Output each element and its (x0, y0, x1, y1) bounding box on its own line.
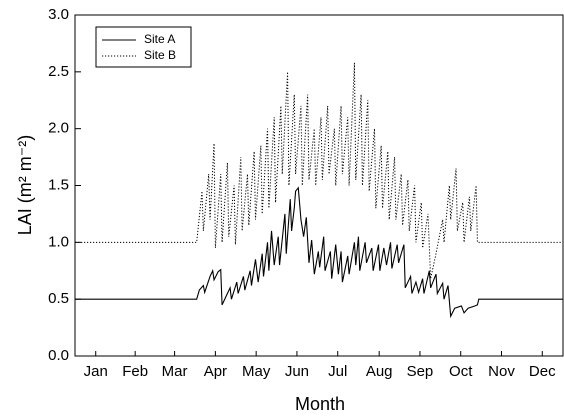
legend-box (95, 26, 192, 68)
y-tick-label: 3.0 (48, 6, 69, 23)
x-tick-label: Jun (285, 363, 309, 380)
x-tick-label: Jul (328, 363, 347, 380)
x-tick-label: May (242, 363, 271, 380)
series-line (75, 186, 563, 319)
y-axis-label: LAI (m² m⁻²) (15, 135, 35, 236)
y-tick-label: 1.5 (48, 176, 69, 193)
y-tick-label: 0.5 (48, 290, 69, 307)
x-tick-label: Aug (366, 363, 393, 380)
x-tick-label: Feb (122, 363, 148, 380)
x-tick-label: Nov (488, 363, 515, 380)
x-tick-label: Jan (84, 363, 108, 380)
x-tick-label: Sep (407, 363, 434, 380)
x-tick-label: Apr (204, 363, 227, 380)
y-tick-label: 0.0 (48, 347, 69, 364)
x-axis-label: Month (295, 394, 345, 414)
legend-label: Site A (144, 32, 175, 46)
x-tick-label: Mar (162, 363, 188, 380)
y-tick-label: 2.5 (48, 63, 69, 80)
x-tick-label: Oct (449, 363, 473, 380)
y-tick-label: 1.0 (48, 233, 69, 250)
y-tick-label: 2.0 (48, 120, 69, 137)
legend-label: Site B (144, 48, 176, 62)
x-tick-label: Dec (529, 363, 556, 380)
series-line (75, 62, 563, 279)
